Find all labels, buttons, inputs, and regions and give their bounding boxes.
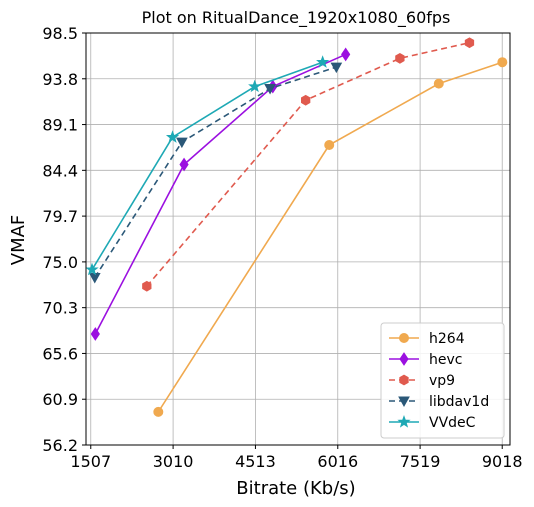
legend-label-h264: h264 xyxy=(429,331,465,347)
legend-label-vvdec: VVdeC xyxy=(429,415,476,431)
data-point-vp9 xyxy=(395,52,405,64)
series-line-hevc xyxy=(94,53,346,335)
legend-label-libdav1d: libdav1d xyxy=(429,394,489,410)
data-point-vvdec xyxy=(165,130,180,143)
y-tick-label: 93.8 xyxy=(42,70,78,89)
legend-marker-vp9 xyxy=(399,374,409,386)
x-tick-label: 9018 xyxy=(482,452,523,471)
data-point-h264 xyxy=(324,140,335,151)
data-point-libdav1d xyxy=(264,84,276,95)
plot-frame xyxy=(85,32,511,446)
x-tick-label: 1507 xyxy=(70,452,111,471)
data-point-libdav1d xyxy=(330,62,343,74)
series-line-libdav1d xyxy=(94,66,337,278)
x-axis-label: Bitrate (Kb/s) xyxy=(236,478,355,499)
x-tick-label: 4513 xyxy=(235,452,276,471)
data-point-libdav1d xyxy=(176,137,188,149)
series-h264 xyxy=(153,57,508,417)
data-point-vvdec xyxy=(85,262,99,276)
series-line-vvdec xyxy=(91,61,323,271)
legend-marker-h264 xyxy=(399,333,409,343)
x-tick-label: 7519 xyxy=(400,452,441,471)
data-point-h264 xyxy=(497,57,508,68)
legend-marker-vvdec xyxy=(397,415,411,428)
series-vp9 xyxy=(142,37,475,292)
y-tick-label: 75.0 xyxy=(42,253,78,272)
data-point-hevc xyxy=(341,47,351,62)
y-tick-label: 89.1 xyxy=(42,116,78,135)
y-tick-label: 70.3 xyxy=(42,299,78,318)
series-layer xyxy=(85,37,508,417)
series-line-vp9 xyxy=(146,41,470,287)
chart-title: Plot on RitualDance_1920x1080_60fps xyxy=(142,8,451,28)
legend-label-vp9: vp9 xyxy=(429,373,455,389)
y-tick-label: 79.7 xyxy=(42,207,78,226)
legend-marker-hevc xyxy=(399,352,409,366)
data-point-vp9 xyxy=(301,94,311,106)
legend-box xyxy=(380,322,505,439)
data-point-h264 xyxy=(433,78,444,89)
data-point-h264 xyxy=(153,406,164,417)
data-point-vvdec xyxy=(248,79,262,93)
data-point-vp9 xyxy=(142,280,152,292)
series-line-h264 xyxy=(157,61,503,413)
y-tick-label: 56.2 xyxy=(42,436,78,455)
y-tick-label: 60.9 xyxy=(42,390,78,409)
y-tick-label: 84.4 xyxy=(42,161,78,180)
y-tick-label: 98.5 xyxy=(42,24,78,43)
data-point-vvdec xyxy=(316,55,330,68)
legend-marker-libdav1d xyxy=(398,396,410,408)
y-axis-label: VMAF xyxy=(8,215,29,266)
data-point-hevc xyxy=(179,157,189,172)
x-tick-label: 3010 xyxy=(153,452,194,471)
tick-layer: 1507 3010 4513 6016 7519 9018 56.2 60.9 65.6 70.3… xyxy=(42,24,522,471)
legend: h264 hevc vp9 libdav1d VVdeC xyxy=(380,322,505,439)
y-tick-label: 65.6 xyxy=(42,344,78,363)
x-tick-label: 6016 xyxy=(317,452,358,471)
data-point-hevc xyxy=(90,327,100,341)
series-libdav1d xyxy=(88,62,343,284)
data-point-vp9 xyxy=(464,37,475,49)
legend-label-hevc: hevc xyxy=(429,352,462,368)
series-vvdec xyxy=(85,55,330,276)
